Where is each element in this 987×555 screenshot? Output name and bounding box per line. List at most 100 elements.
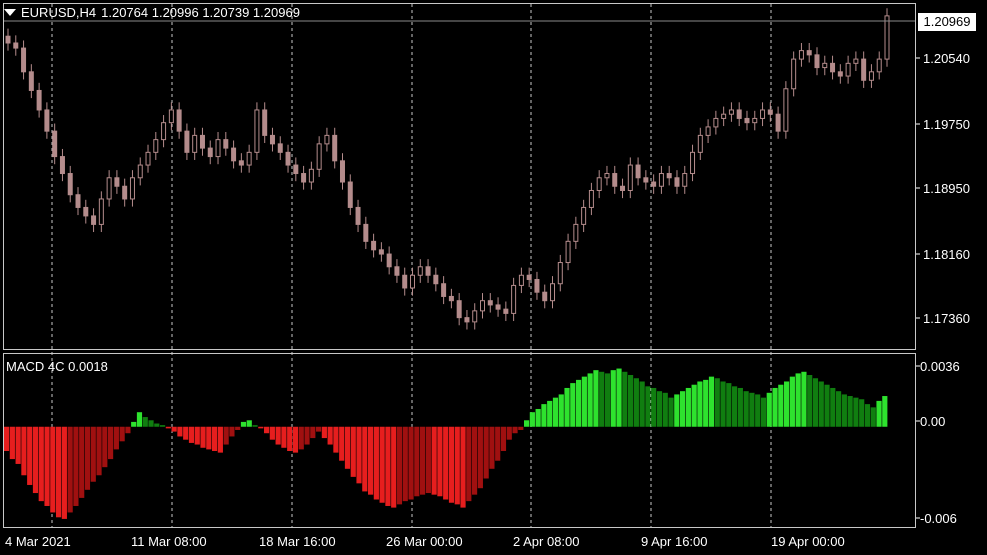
macd-bar: [558, 394, 564, 427]
price-candle: [604, 165, 610, 186]
price-candle: [402, 267, 408, 296]
macd-bar: [44, 426, 50, 506]
price-candle: [721, 106, 727, 127]
price-candle: [798, 42, 804, 67]
macd-bar: [518, 426, 524, 430]
macd-bar: [853, 397, 859, 427]
macd-bar: [547, 400, 553, 427]
price-candle: [129, 170, 135, 207]
macd-bar: [622, 371, 628, 427]
price-candle: [316, 136, 322, 177]
price-candle: [91, 208, 97, 233]
price-candle: [495, 297, 501, 317]
macd-bar: [148, 420, 154, 427]
price-candle: [114, 170, 120, 194]
price-candle: [503, 301, 509, 322]
price-candle: [581, 199, 587, 233]
macd-bar: [570, 383, 576, 427]
macd-bar: [21, 426, 27, 476]
macd-bar: [171, 426, 177, 432]
price-candle: [231, 140, 237, 169]
price-candle: [728, 102, 734, 122]
macd-bar: [489, 426, 495, 469]
macd-bar: [552, 397, 559, 427]
price-candle: [433, 267, 439, 292]
price-candle: [347, 174, 353, 216]
price-candle: [736, 102, 742, 127]
macd-bar: [131, 421, 137, 427]
macd-bar: [812, 378, 819, 427]
macd-bar: [200, 426, 206, 448]
price-candle: [192, 127, 198, 160]
time-label: 9 Apr 16:00: [641, 534, 708, 549]
macd-bar: [616, 368, 622, 427]
current-price-label: 1.20969: [918, 13, 976, 31]
macd-bar: [680, 391, 686, 427]
price-candle: [682, 165, 688, 194]
macd-bar: [639, 381, 645, 427]
price-candle: [557, 254, 563, 292]
price-candle: [394, 259, 400, 283]
price-candle: [518, 267, 524, 294]
macd-bar: [391, 426, 397, 508]
price-candle: [573, 216, 579, 249]
price-candle: [238, 153, 244, 173]
chevron-down-icon[interactable]: [4, 9, 16, 16]
price-candle: [223, 131, 229, 156]
price-candle: [853, 51, 859, 71]
time-label: 19 Apr 00:00: [771, 534, 845, 549]
macd-bar: [333, 426, 339, 453]
price-candle: [28, 64, 34, 99]
price-candle: [752, 110, 758, 131]
macd-bar: [379, 426, 385, 503]
macd-bar: [703, 379, 709, 427]
price-candle: [861, 51, 867, 88]
macd-bar: [483, 426, 489, 479]
macd-bar: [67, 426, 73, 513]
price-candle: [67, 165, 73, 203]
macd-bar: [252, 425, 258, 427]
macd-bar: [356, 426, 362, 484]
macd-bar: [628, 375, 634, 427]
price-candle: [324, 127, 330, 152]
macd-bar: [188, 426, 195, 443]
macd-bar: [674, 394, 680, 427]
chart-header[interactable]: EURUSD,H4 1.20764 1.20996 1.20739 1.2096…: [4, 5, 300, 20]
time-label: 11 Mar 08:00: [131, 534, 207, 549]
macd-bar: [529, 412, 535, 427]
price-candle: [254, 102, 260, 160]
macd-bar: [448, 426, 455, 503]
macd-bar: [760, 397, 767, 427]
price-tick: 1.17360: [923, 311, 970, 326]
macd-bar: [96, 426, 102, 476]
macd-bar: [876, 400, 882, 427]
macd-bar: [472, 426, 478, 495]
macd-bar: [818, 381, 824, 427]
price-candle: [36, 82, 42, 118]
price-candle: [837, 64, 843, 84]
price-candle: [184, 123, 190, 160]
price-tick: 1.18160: [923, 247, 970, 262]
macd-bar: [275, 426, 281, 445]
price-candle: [215, 131, 221, 165]
macd-bar: [79, 426, 85, 498]
macd-bar: [212, 426, 218, 452]
symbol-timeframe: EURUSD,H4: [21, 5, 97, 20]
macd-bar: [610, 370, 616, 427]
macd-bar: [223, 426, 229, 445]
macd-bar: [125, 426, 131, 434]
price-tick: 1.20540: [923, 51, 970, 66]
macd-bar: [396, 426, 403, 505]
macd-bar: [402, 426, 408, 502]
price-candle: [52, 123, 58, 165]
price-candle: [464, 310, 470, 330]
macd-bar: [576, 379, 582, 427]
macd-bar: [339, 426, 345, 461]
macd-bar: [154, 423, 160, 427]
price-candle: [596, 170, 602, 199]
price-candle: [371, 233, 377, 258]
macd-histogram: [4, 368, 888, 519]
macd-bar: [524, 420, 530, 427]
price-candle: [301, 165, 307, 190]
